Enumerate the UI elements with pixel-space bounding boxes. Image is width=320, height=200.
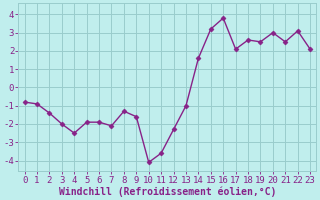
X-axis label: Windchill (Refroidissement éolien,°C): Windchill (Refroidissement éolien,°C)	[59, 186, 276, 197]
